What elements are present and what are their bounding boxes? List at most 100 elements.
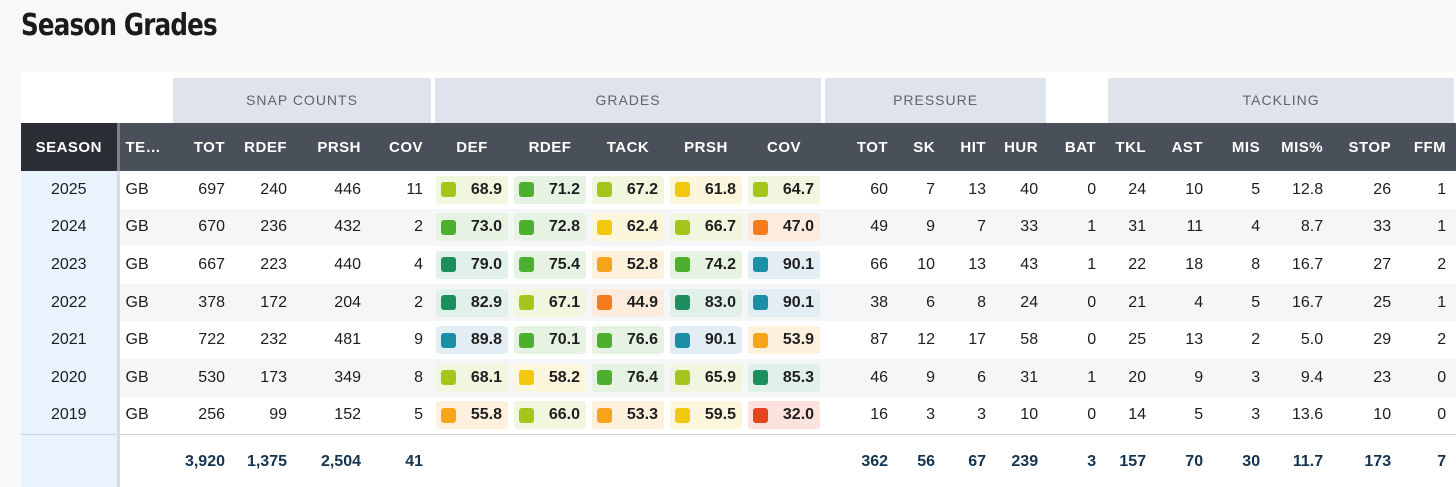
grade-pill: 64.7 <box>748 175 821 204</box>
pressure-bat-cell: 0 <box>1087 331 1097 349</box>
col-header-team[interactable]: TEAM <box>118 123 171 171</box>
grade-swatch-icon <box>753 370 769 386</box>
season-cell[interactable]: 2019 <box>21 396 120 435</box>
season-cell[interactable]: 2025 <box>21 171 120 209</box>
season-cell[interactable]: 2024 <box>21 208 120 247</box>
col-header-tackling-ffm[interactable]: FFM <box>1401 123 1456 171</box>
grade-pill: 89.8 <box>436 326 508 355</box>
grade-value: 83.0 <box>704 293 736 311</box>
totals-season-cell <box>21 433 120 487</box>
total-grade-empty <box>667 433 745 487</box>
table-body: 2025 GB 697 240 446 11 68.9 71.2 67.2 61.8 64.7 60 7… <box>21 171 1456 487</box>
snap-prsh-cell: 152 <box>334 406 361 424</box>
col-header-snap-tot[interactable]: TOT <box>171 123 235 171</box>
grade-pill: 79.0 <box>436 250 508 279</box>
table-row[interactable]: 2020 GB 530 173 349 8 68.1 58.2 76.4 65.9 85.3 46 9 6… <box>21 358 1456 397</box>
grade-pill: 85.3 <box>748 363 821 392</box>
tackling-mis-pct-cell: 5.0 <box>1300 331 1324 349</box>
pressure-hit-cell: 17 <box>968 331 987 349</box>
col-header-snap-cov[interactable]: COV <box>371 123 433 171</box>
col-header-pressure-hur[interactable]: HUR <box>996 123 1049 171</box>
grade-swatch-icon <box>519 257 534 273</box>
col-header-grade-tack[interactable]: TACK <box>589 123 667 171</box>
col-header-tackling-stop[interactable]: STOP <box>1333 123 1402 171</box>
grade-value: 75.4 <box>548 255 580 273</box>
table-row[interactable]: 2019 GB 256 99 152 5 55.8 66.0 53.3 59.5 32.0 16 3 3 1… <box>21 396 1456 435</box>
col-header-grade-prsh[interactable]: PRSH <box>667 123 745 171</box>
grade-swatch-icon <box>519 370 534 386</box>
grade-value: 44.9 <box>626 293 658 311</box>
grade-value: 47.0 <box>782 218 815 236</box>
col-header-grade-rdef[interactable]: RDEF <box>511 123 589 171</box>
tackling-tkl-cell: 22 <box>1128 255 1147 273</box>
grade-pill: 76.4 <box>592 363 664 392</box>
tackling-mis-pct-cell: 16.7 <box>1291 255 1324 273</box>
col-header-snap-prsh[interactable]: PRSH <box>297 123 371 171</box>
tackling-mis-cell: 5 <box>1213 283 1271 322</box>
grade-pill: 74.2 <box>670 250 742 279</box>
grade-prsh-cell: 59.5 <box>667 397 745 435</box>
tackling-ast-cell: 11 <box>1156 208 1214 247</box>
col-header-tackling-mis[interactable]: MIS <box>1213 123 1271 171</box>
col-header-tackling-mis-pct[interactable]: MIS% <box>1270 123 1334 171</box>
totals-row: 3,920 1,375 2,504 41 362 56 67 239 3 157 70 30 11.7 1… <box>21 433 1456 487</box>
pressure-tot-cell: 16 <box>870 406 889 424</box>
col-header-grade-def[interactable]: DEF <box>433 123 511 171</box>
snap-cov-cell: 2 <box>371 283 433 322</box>
group-pressure: PRESSURE <box>823 72 1048 123</box>
season-cell[interactable]: 2022 <box>21 283 120 322</box>
pressure-hit-cell: 8 <box>945 283 997 322</box>
pressure-sk-cell: 7 <box>926 180 936 198</box>
grade-value: 67.1 <box>548 293 580 311</box>
col-header-pressure-bat[interactable]: BAT <box>1048 123 1107 171</box>
col-header-tackling-ast[interactable]: AST <box>1156 123 1214 171</box>
col-header-snap-rdef[interactable]: RDEF <box>235 123 297 171</box>
season-cell[interactable]: 2021 <box>21 321 120 359</box>
pressure-tot-cell: 38 <box>823 283 899 322</box>
col-header-season[interactable]: SEASON <box>21 123 120 171</box>
grade-swatch-icon <box>753 407 769 423</box>
total-t-ast: 70 <box>1156 433 1214 487</box>
grade-value: 76.4 <box>626 368 658 386</box>
grade-rdef-cell: 67.1 <box>511 283 589 322</box>
grade-tack-cell: 44.9 <box>589 283 667 322</box>
tackling-stop-cell: 33 <box>1333 208 1402 247</box>
tackling-mis-pct-cell: 13.6 <box>1291 406 1324 424</box>
tackling-mis-cell: 8 <box>1251 255 1261 273</box>
group-grades: GRADES <box>433 72 823 123</box>
table-row[interactable]: 2022 GB 378 172 204 2 82.9 67.1 44.9 83.0 90.1 38 6 8… <box>21 283 1456 322</box>
table-row[interactable]: 2021 GB 722 232 481 9 89.8 70.1 76.6 90.1 53.9 87 12… <box>21 321 1456 359</box>
table-row[interactable]: 2024 GB 670 236 432 2 73.0 72.8 62.4 66.7 47.0 49 9 7… <box>21 208 1456 247</box>
grade-tack-cell: 52.8 <box>589 246 667 284</box>
col-header-pressure-sk[interactable]: SK <box>898 123 946 171</box>
col-header-pressure-hit[interactable]: HIT <box>945 123 997 171</box>
grade-pill: 73.0 <box>436 213 508 242</box>
grade-pill: 76.6 <box>592 326 664 355</box>
pressure-hur-cell: 43 <box>1020 255 1039 273</box>
season-cell[interactable]: 2020 <box>21 358 120 397</box>
group-spacer <box>21 72 171 123</box>
tackling-stop-cell: 27 <box>1373 255 1392 273</box>
grade-value: 90.1 <box>782 255 815 273</box>
column-header-row: SEASON TEAM TOT RDEF PRSH COV DEF RDEF T… <box>21 123 1456 171</box>
grade-def-cell: 79.0 <box>433 246 511 284</box>
col-header-tackling-tkl[interactable]: TKL <box>1106 123 1157 171</box>
grade-swatch-icon <box>441 182 456 198</box>
season-cell[interactable]: 2023 <box>21 246 120 284</box>
total-snap-prsh: 2,504 <box>297 433 371 487</box>
grade-swatch-icon <box>441 295 456 311</box>
pressure-sk-cell: 6 <box>898 283 946 322</box>
pressure-sk-cell: 3 <box>926 406 936 424</box>
total-p-hur: 239 <box>996 433 1049 487</box>
grade-value: 66.0 <box>548 406 580 424</box>
table-row[interactable]: 2023 GB 667 223 440 4 79.0 75.4 52.8 74.2 90.1 66 10… <box>21 246 1456 284</box>
pressure-hit-cell: 3 <box>977 406 987 424</box>
grade-prsh-cell: 66.7 <box>667 208 745 247</box>
grade-swatch-icon <box>753 219 769 235</box>
table-row[interactable]: 2025 GB 697 240 446 11 68.9 71.2 67.2 61.8 64.7 60 7… <box>21 171 1456 209</box>
grade-value: 82.9 <box>470 293 502 311</box>
col-header-pressure-tot[interactable]: TOT <box>823 123 899 171</box>
grade-prsh-cell: 90.1 <box>667 321 745 359</box>
col-header-grade-cov[interactable]: COV <box>745 123 824 171</box>
tackling-stop-cell: 25 <box>1333 283 1402 322</box>
